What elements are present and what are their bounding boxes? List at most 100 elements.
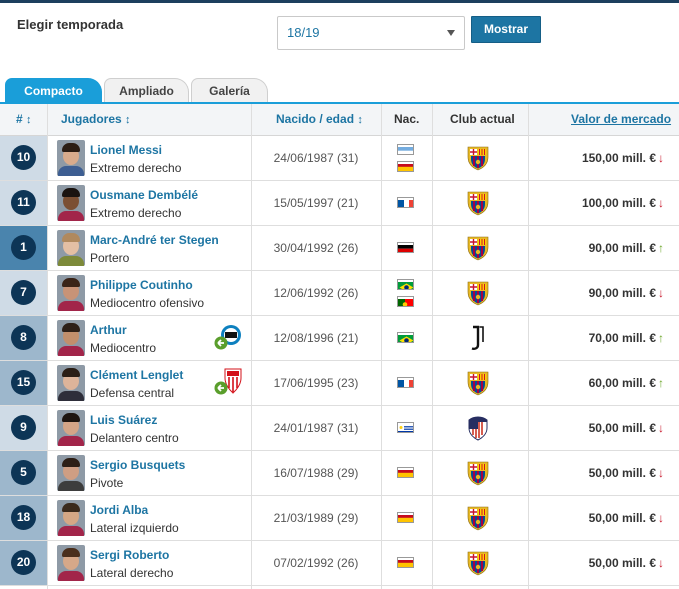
nationality-cell [381,406,432,450]
player-position: Lateral derecho [90,566,174,580]
birth-date-age: 12/06/1992 (26) [273,286,359,300]
fc-barcelona-crest-icon[interactable] [466,235,490,261]
player-photo[interactable] [57,365,85,401]
spain-flag-icon[interactable] [397,161,414,172]
player-name-link[interactable]: Marc-André ter Stegen [90,233,219,247]
sevilla-transfer-icon[interactable] [213,368,243,396]
tab-ampliado[interactable]: Ampliado [104,78,189,104]
players-table: 10 Lionel Messi Extremo derecho 24/06/1987 … [0,136,679,586]
header-born[interactable]: Nacido / edad ↕ [276,104,363,136]
sort-icon: ↕ [26,114,32,126]
player-name-link[interactable]: Sergio Busquets [90,458,186,472]
player-name-link[interactable]: Lionel Messi [90,143,163,157]
shirt-number-badge: 15 [11,370,36,395]
uruguay-flag-icon[interactable] [397,422,414,433]
player-name-link[interactable]: Clément Lenglet [90,368,184,382]
market-value[interactable]: 90,00 mill. € [588,241,656,255]
player-photo[interactable] [57,320,85,356]
player-name-link[interactable]: Philippe Coutinho [90,278,193,292]
juventus-crest-icon[interactable] [466,325,490,351]
brazil-flag-icon[interactable] [397,279,414,290]
top-accent-bar [0,0,679,3]
position-cell: 8 [0,316,47,360]
france-flag-icon[interactable] [397,377,414,388]
player-name-link[interactable]: Jordi Alba [90,503,149,517]
table-row: 9 Luis Suárez Delantero centro 24/01/1987 (… [0,406,679,451]
fc-barcelona-crest-icon[interactable] [466,505,490,531]
player-position: Defensa central [90,386,175,400]
fc-barcelona-crest-icon[interactable] [466,460,490,486]
birth-date-age: 07/02/1992 (26) [273,556,359,570]
argentina-flag-icon[interactable] [397,144,414,155]
player-photo[interactable] [57,545,85,581]
shirt-number-badge: 20 [11,550,36,575]
position-cell: 9 [0,406,47,450]
table-row: 20 Sergi Roberto Lateral derecho 07/02/1992… [0,541,679,586]
fc-barcelona-crest-icon[interactable] [466,145,490,171]
spain-flag-icon[interactable] [397,467,414,478]
season-select[interactable]: 18/19 [277,16,465,50]
fc-barcelona-crest-icon[interactable] [466,280,490,306]
player-position: Extremo derecho [90,161,182,175]
market-value[interactable]: 90,00 mill. € [588,286,656,300]
shirt-number-badge: 8 [11,325,36,350]
column-divider [432,104,433,589]
table-row: 11 Ousmane Dembélé Extremo derecho 15/05/19… [0,181,679,226]
shirt-number-badge: 5 [11,460,36,485]
header-players[interactable]: Jugadores ↕ [61,104,131,136]
gremio-transfer-icon[interactable] [213,323,243,351]
market-value[interactable]: 50,00 mill. € [588,511,656,525]
shirt-number-badge: 10 [11,145,36,170]
position-cell: 1 [0,226,47,270]
player-photo[interactable] [57,500,85,536]
player-photo[interactable] [57,230,85,266]
tab-galeria[interactable]: Galería [191,78,268,104]
france-flag-icon[interactable] [397,197,414,208]
player-name-link[interactable]: Ousmane Dembélé [90,188,199,202]
season-select-value: 18/19 [287,25,320,40]
germany-flag-icon[interactable] [397,242,414,253]
portugal-flag-icon[interactable] [397,296,414,307]
market-value[interactable]: 100,00 mill. € [581,196,656,210]
market-value[interactable]: 50,00 mill. € [588,421,656,435]
trend-down-arrow-icon: ↓ [658,556,664,570]
header-number[interactable]: # ↕ [16,104,32,136]
atletico-madrid-crest-icon[interactable] [466,415,490,441]
position-cell: 7 [0,271,47,315]
player-position: Portero [90,251,130,265]
fc-barcelona-crest-icon[interactable] [466,190,490,216]
header-market-value[interactable]: Valor de mercado ↓ [571,104,679,157]
player-photo[interactable] [57,275,85,311]
trend-down-arrow-icon: ↓ [658,421,664,435]
brazil-flag-icon[interactable] [397,332,414,343]
fc-barcelona-crest-icon[interactable] [466,550,490,576]
market-value[interactable]: 50,00 mill. € [588,466,656,480]
market-value[interactable]: 70,00 mill. € [588,331,656,345]
table-row: 1 Marc-André ter Stegen Portero 30/04/1992 … [0,226,679,271]
market-value[interactable]: 50,00 mill. € [588,556,656,570]
nationality-cell [381,226,432,270]
spain-flag-icon[interactable] [397,557,414,568]
player-name-link[interactable]: Arthur [90,323,127,337]
table-header: # ↕ Jugadores ↕ Nacido / edad ↕ Nac. Clu… [0,104,679,157]
spain-flag-icon[interactable] [397,512,414,523]
market-value[interactable]: 60,00 mill. € [588,376,656,390]
table-row: 7 Philippe Coutinho Mediocentro ofensivo 12… [0,271,679,316]
sort-icon: ↕ [357,114,363,126]
fc-barcelona-crest-icon[interactable] [466,370,490,396]
tab-compacto[interactable]: Compacto [5,78,102,104]
player-photo[interactable] [57,140,85,176]
position-cell: 5 [0,451,47,495]
trend-up-arrow-icon: ↑ [658,331,664,345]
player-position: Lateral izquierdo [90,521,179,535]
trend-down-arrow-icon: ↓ [658,466,664,480]
market-value[interactable]: 150,00 mill. € [581,151,656,165]
player-name-link[interactable]: Sergi Roberto [90,548,170,562]
position-cell: 20 [0,541,47,585]
nationality-cell [381,136,432,180]
player-photo[interactable] [57,185,85,221]
player-name-link[interactable]: Luis Suárez [90,413,158,427]
player-photo[interactable] [57,455,85,491]
player-photo[interactable] [57,410,85,446]
show-button[interactable]: Mostrar [471,16,541,43]
